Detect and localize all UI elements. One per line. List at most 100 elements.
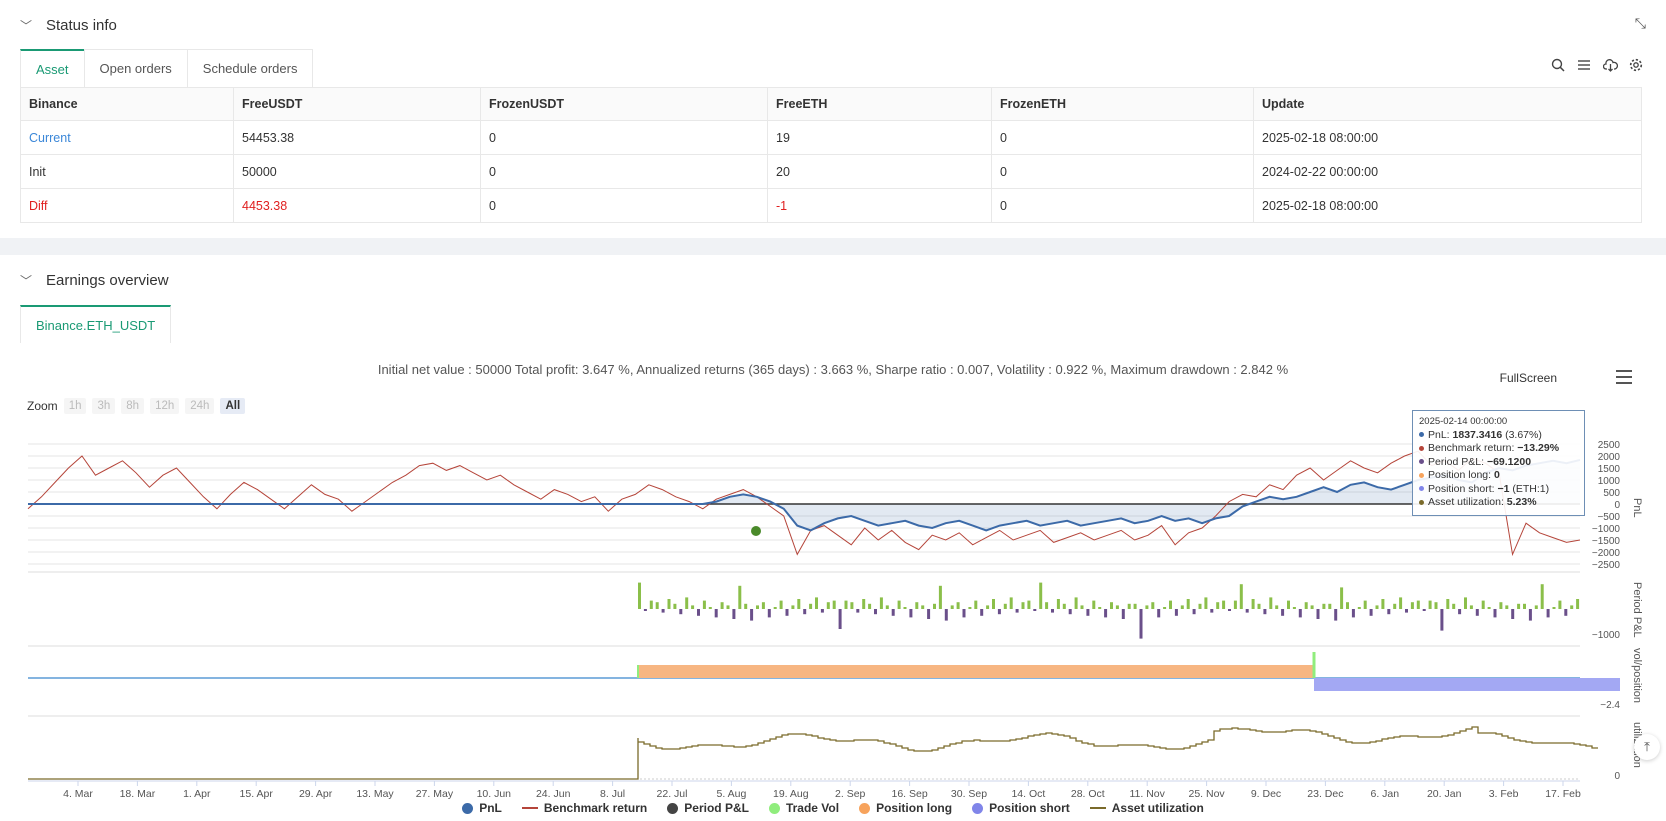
fullscreen-button[interactable]: FullScreen xyxy=(1499,371,1557,385)
asset-table: Binance FreeUSDT FrozenUSDT FreeETH Froz… xyxy=(20,87,1642,223)
chevron-down-icon[interactable]: ﹀ xyxy=(20,273,33,288)
period-pl-bar xyxy=(986,605,990,609)
y-tick-label: −1000 xyxy=(1592,524,1621,535)
period-pl-bar xyxy=(1056,599,1060,609)
chevron-down-icon[interactable]: ﹀ xyxy=(20,18,33,33)
y-tick-label: −1000 xyxy=(1592,630,1621,641)
period-pl-bar xyxy=(1446,599,1450,609)
legend-pnl[interactable]: PnL xyxy=(462,801,502,815)
cell-value: 2024-02-22 00:00:00 xyxy=(1253,154,1642,189)
period-pl-bar xyxy=(1257,603,1261,609)
period-pl-bar xyxy=(1169,600,1172,609)
legend-asset-utilization[interactable]: Asset utilization xyxy=(1089,801,1204,815)
zoom-label: Zoom xyxy=(27,399,58,413)
legend-benchmark[interactable]: Benchmark return xyxy=(521,801,647,815)
period-pl-bar xyxy=(1310,605,1314,609)
y-tick-label: −2.4 xyxy=(1600,700,1620,711)
period-pl-bar xyxy=(1086,609,1090,616)
period-pl-bar xyxy=(702,600,706,609)
y-tick-label: 0 xyxy=(1614,771,1620,782)
cell-value: 0 xyxy=(991,120,1254,155)
list-icon[interactable] xyxy=(1576,57,1592,73)
zoom-8h-button[interactable]: 8h xyxy=(121,398,145,414)
earnings-overview-header[interactable]: ﹀ Earnings overview xyxy=(20,269,169,291)
period-pl-bar xyxy=(1493,609,1497,618)
legend-trade-vol[interactable]: Trade Vol xyxy=(768,801,839,815)
x-tick-label: 10. Jun xyxy=(477,788,512,800)
period-pl-bar xyxy=(1287,600,1290,609)
period-pl-bar xyxy=(697,609,700,616)
period-pl-bar xyxy=(927,609,931,619)
tab-schedule-orders[interactable]: Schedule orders xyxy=(186,49,314,87)
x-tick-label: 15. Apr xyxy=(240,788,274,800)
period-pl-bar xyxy=(1405,609,1408,613)
legend-period-pl[interactable]: Period P&L xyxy=(667,801,749,815)
y-tick-label: 1500 xyxy=(1598,464,1621,475)
row-label-current[interactable]: Current xyxy=(20,120,234,155)
period-pl-bar xyxy=(1192,609,1196,615)
earnings-overview-panel: ﹀ Earnings overview Binance.ETH_USDT xyxy=(0,255,1666,821)
period-pl-bar xyxy=(1157,609,1161,618)
period-pl-bar xyxy=(679,609,683,615)
table-row: Init 50000 0 20 0 2024-02-22 00:00:00 xyxy=(20,154,1642,189)
zoom-24h-button[interactable]: 24h xyxy=(185,398,215,414)
period-pl-bar xyxy=(992,599,995,609)
gear-icon[interactable] xyxy=(1628,57,1644,73)
period-pl-bar xyxy=(750,609,754,621)
pnl-line xyxy=(28,458,1581,532)
x-tick-label: 4. Mar xyxy=(63,788,93,800)
period-pl-bar xyxy=(1239,584,1243,609)
period-pl-bar xyxy=(1357,607,1361,609)
period-pl-bar xyxy=(732,609,736,619)
legend-position-short[interactable]: Position short xyxy=(972,801,1070,815)
tab-open-orders[interactable]: Open orders xyxy=(83,49,188,87)
period-pl-bar xyxy=(744,603,748,609)
back-to-top-button[interactable]: ⤒ xyxy=(1634,734,1660,760)
x-tick-label: 20. Jan xyxy=(1427,788,1462,800)
x-tick-label: 23. Dec xyxy=(1307,788,1343,800)
period-pl-bar xyxy=(1269,597,1273,609)
period-pl-bar xyxy=(1115,605,1119,609)
period-pl-bar xyxy=(1334,609,1338,621)
x-tick-label: 14. Oct xyxy=(1011,788,1045,800)
period-pl-bar xyxy=(1292,607,1296,609)
legend-position-long[interactable]: Position long xyxy=(859,801,952,815)
period-pl-bar xyxy=(655,602,659,609)
pane-label-period: Period P&L xyxy=(1631,582,1643,638)
x-tick-label: 17. Feb xyxy=(1545,788,1581,800)
period-pl-bar xyxy=(1275,605,1279,609)
y-tick-label: −2000 xyxy=(1592,548,1621,559)
period-pl-bar xyxy=(1133,603,1137,609)
asset-utilization-line xyxy=(28,726,1598,780)
y-tick-label: 1000 xyxy=(1598,476,1621,487)
period-pl-bar xyxy=(1003,603,1007,609)
earnings-tabs: Binance.ETH_USDT xyxy=(20,305,172,343)
period-pl-bar xyxy=(661,609,665,613)
period-pl-bar xyxy=(1464,597,1467,609)
hamburger-menu-icon[interactable] xyxy=(1616,370,1632,384)
trade-marker xyxy=(751,526,761,536)
period-pl-bar xyxy=(1021,602,1025,609)
period-pl-bar xyxy=(708,607,712,609)
status-info-header[interactable]: ﹀ Status info xyxy=(20,14,117,36)
tab-binance-eth-usdt[interactable]: Binance.ETH_USDT xyxy=(20,305,172,343)
zoom-1h-button[interactable]: 1h xyxy=(63,398,87,414)
period-pl-bar xyxy=(1098,607,1102,609)
table-row: Current 54453.38 0 19 0 2025-02-18 08:00… xyxy=(20,120,1642,155)
earnings-chart[interactable]: 25002000150010005000−500−1000−1500−2000−… xyxy=(0,0,1666,800)
zoom-all-button[interactable]: All xyxy=(220,398,246,414)
collapse-icon[interactable]: ⤡ xyxy=(1634,15,1646,31)
period-pl-bar xyxy=(809,603,813,609)
period-pl-bar xyxy=(1316,609,1320,619)
period-pl-bar xyxy=(779,600,783,609)
period-pl-bar xyxy=(1145,605,1149,609)
table-header-row: Binance FreeUSDT FrozenUSDT FreeETH Froz… xyxy=(20,87,1642,121)
zoom-3h-button[interactable]: 3h xyxy=(92,398,116,414)
pane-label-pnl: PnL xyxy=(1631,498,1643,518)
period-pl-bar xyxy=(1346,602,1349,609)
tooltip-benchmark: Benchmark return: −13.29% xyxy=(1419,442,1578,456)
period-pl-bar xyxy=(1505,605,1509,609)
search-icon[interactable] xyxy=(1550,57,1566,73)
cloud-download-icon[interactable] xyxy=(1602,57,1618,73)
zoom-12h-button[interactable]: 12h xyxy=(150,398,180,414)
